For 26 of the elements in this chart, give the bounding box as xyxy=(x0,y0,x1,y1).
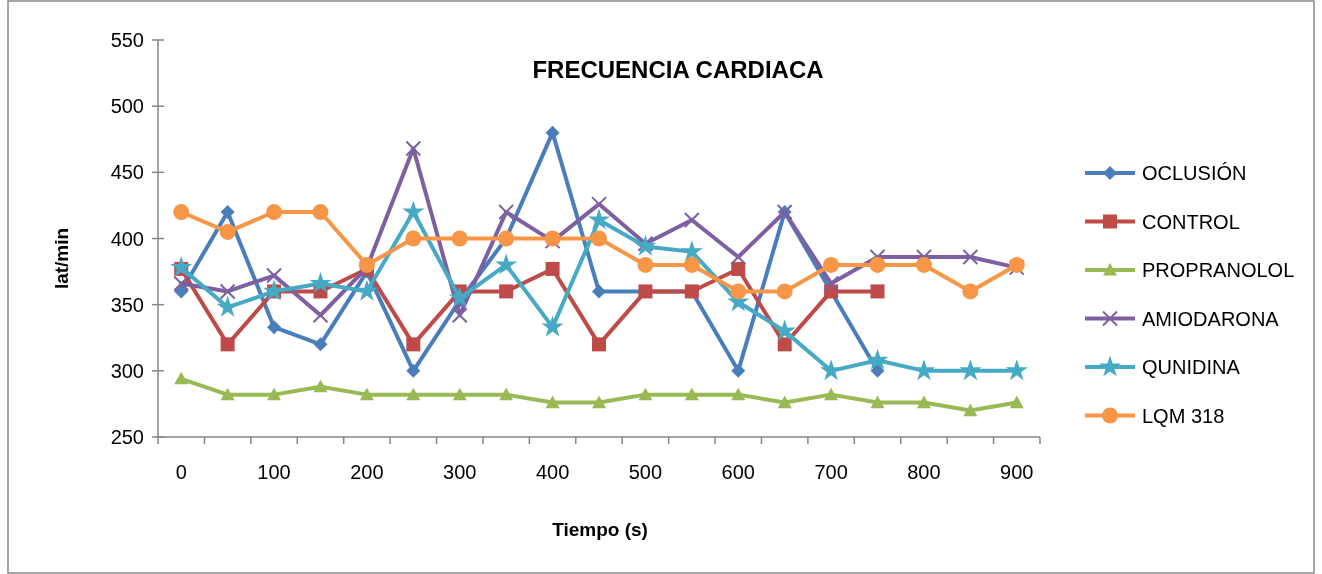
x-axis-title: Tiempo (s) xyxy=(552,519,648,540)
y-tick-label: 400 xyxy=(110,227,144,250)
x-tick-label: 500 xyxy=(628,461,663,483)
y-tick-label: 550 xyxy=(110,29,144,51)
x-tick-label: 900 xyxy=(1000,461,1034,483)
y-axis-title: lat/min xyxy=(51,227,72,290)
y-tick-label: 250 xyxy=(110,426,144,448)
x-tick-label: 600 xyxy=(721,461,755,483)
y-tick-label: 450 xyxy=(110,161,144,184)
x-tick-label: 400 xyxy=(535,461,570,483)
legend-label: AMIODARONA xyxy=(1142,307,1280,330)
x-tick-label: 800 xyxy=(907,461,941,483)
legend-label: QUNIDINA xyxy=(1142,356,1241,378)
legend-label: CONTROL xyxy=(1142,210,1240,233)
x-tick-label: 0 xyxy=(175,461,187,483)
x-tick-label: 100 xyxy=(257,461,291,483)
y-tick-label: 500 xyxy=(110,95,144,118)
x-tick-label: 700 xyxy=(814,461,848,483)
text: FRECUENCIA CARDIACA xyxy=(532,56,824,83)
legend-label: PROPRANOLOL xyxy=(1142,259,1295,281)
x-tick-label: 300 xyxy=(443,461,477,483)
x-tick-label: 200 xyxy=(350,461,384,483)
legend-label: LQM 318 xyxy=(1142,404,1225,427)
y-tick-label: 350 xyxy=(110,293,144,316)
y-tick-label: 300 xyxy=(110,359,144,382)
legend-label: OCLUSIÓN xyxy=(1142,162,1247,184)
